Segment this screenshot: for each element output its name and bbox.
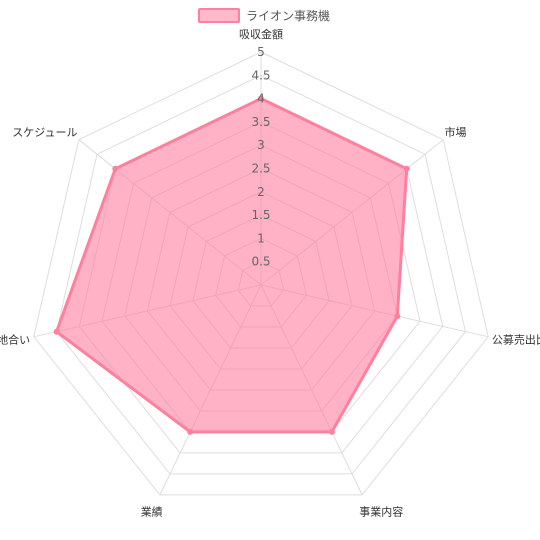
legend-swatch [198, 8, 240, 23]
tick-label: 4.5 [251, 68, 270, 82]
category-label: 公募売出比 [492, 333, 540, 347]
legend[interactable]: ライオン事務機 [198, 8, 330, 23]
category-label: 吸収金額 [239, 27, 283, 41]
axis-labels: 吸収金額市場公募売出比事業内容 業績 地合い スケジュール [0, 27, 540, 519]
series-layer [53, 95, 410, 435]
category-label: 事業内容 [359, 505, 403, 519]
data-point[interactable] [258, 95, 264, 102]
tick-label: 4 [257, 92, 265, 106]
data-point[interactable] [394, 313, 401, 320]
tick-label: 2 [257, 185, 265, 199]
grid-ring [56, 74, 466, 475]
category-label: 市場 [445, 125, 467, 139]
tick-label: 3 [257, 138, 265, 152]
tick-label: 1.5 [251, 208, 270, 222]
category-label: 業績 [141, 505, 163, 519]
data-point[interactable] [187, 428, 194, 435]
grid-ring [33, 51, 489, 496]
data-point[interactable] [403, 165, 410, 172]
data-point[interactable] [53, 328, 60, 335]
tick-label: 2.5 [251, 162, 270, 176]
tick-labels: 0.5 1 1.5 2 2.5 3 3.5 4 4.5 5 [251, 45, 270, 269]
series-area [55, 97, 409, 434]
tick-label: 0.5 [251, 255, 270, 269]
tick-label: 5 [257, 45, 265, 59]
legend-label: ライオン事務機 [246, 8, 330, 23]
tick-label: 1 [257, 231, 265, 245]
category-label: スケジュール [12, 126, 77, 139]
data-point[interactable] [328, 428, 335, 435]
data-point[interactable] [112, 165, 119, 172]
category-label: 地合い [0, 333, 30, 347]
tick-label: 3.5 [251, 115, 270, 129]
